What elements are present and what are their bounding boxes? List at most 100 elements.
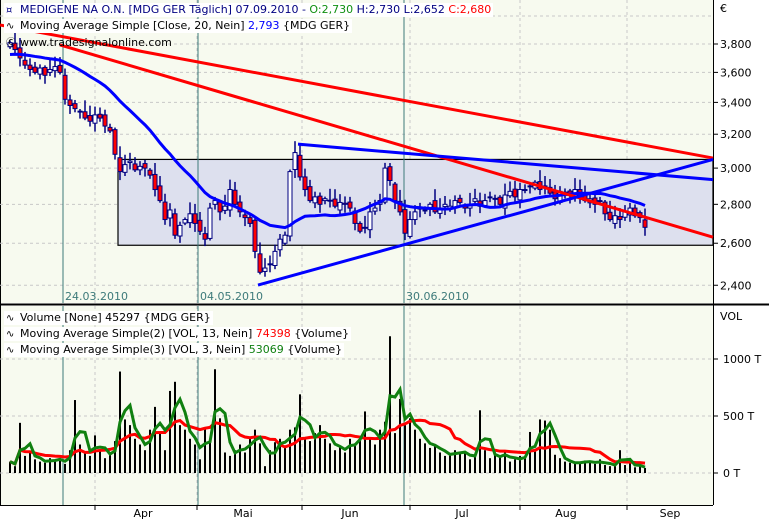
candle: [62, 68, 68, 105]
price-tick-label: 2,600: [720, 237, 752, 250]
candle-body: [172, 213, 178, 236]
candle: [272, 244, 278, 270]
candle-body: [62, 74, 68, 100]
price-tick-label: 3,400: [720, 96, 752, 109]
candle: [127, 152, 133, 170]
candle-body: [327, 199, 333, 202]
symbol-title: MEDIGENE NA O.N. [MDG GER Täglich]: [20, 3, 232, 16]
ma-value: 2,793: [248, 19, 280, 32]
candle: [47, 58, 53, 77]
candle-body: [612, 215, 618, 224]
candle: [82, 100, 88, 121]
candle-body: [177, 224, 183, 237]
candle: [7, 40, 13, 49]
candle: [192, 203, 198, 232]
candle-body: [297, 154, 303, 178]
candle-body: [97, 113, 103, 119]
candle: [102, 109, 108, 133]
candle-body: [132, 163, 138, 171]
candle: [257, 242, 263, 275]
candle: [97, 107, 103, 122]
volume-ma3-line: [9, 385, 646, 469]
candle-body: [397, 200, 403, 213]
candle-body: [642, 219, 648, 228]
ma-label: Moving Average Simple [Close, 20, Nein]: [20, 19, 245, 32]
candle: [162, 193, 168, 225]
candle: [457, 194, 463, 205]
candle-body: [412, 211, 418, 221]
volume-tick-label: 0 T: [723, 467, 740, 480]
candle-body: [287, 171, 293, 237]
candle: [337, 194, 343, 216]
candle-body: [147, 169, 153, 176]
candle-body: [77, 110, 83, 113]
candle: [282, 231, 288, 246]
candle: [277, 233, 283, 257]
candle-body: [457, 197, 463, 203]
candle: [177, 221, 183, 243]
copyright-icon: Ⓒ: [6, 38, 16, 49]
trendline-blue: [297, 142, 714, 182]
trendline-red: [59, 43, 714, 239]
candle-body: [382, 167, 388, 203]
candle: [197, 211, 203, 235]
candle-body: [387, 166, 393, 181]
candle: [142, 159, 148, 177]
candle-body: [222, 205, 228, 211]
candle-body: [367, 211, 373, 231]
date-marker-label: 24.03.2010: [65, 290, 128, 303]
candle-body: [307, 186, 313, 202]
candle-body: [217, 201, 223, 213]
candle-body: [422, 209, 428, 212]
candle-body: [72, 103, 78, 110]
month-label: Apr: [133, 507, 153, 520]
wave-icon: ∿: [6, 21, 15, 32]
candle-body: [527, 185, 533, 188]
candle: [87, 105, 93, 127]
candle: [372, 199, 378, 215]
vol-ma3-legend: ∿ Moving Average Simple(3) [VOL, 3, Nein]…: [4, 343, 345, 357]
candle: [112, 127, 118, 160]
candle: [182, 217, 188, 226]
candle: [72, 99, 78, 113]
candle-body: [497, 196, 503, 205]
wave-icon: ∿: [6, 329, 15, 340]
candle: [407, 211, 413, 239]
ma-suffix: {MDG GER}: [283, 19, 351, 32]
candle-body: [12, 42, 18, 51]
candle-body: [272, 250, 278, 267]
candle: [27, 58, 33, 77]
candle: [122, 154, 128, 177]
currency-label: €: [720, 2, 727, 15]
candle-body: [52, 66, 58, 72]
candle-body: [442, 203, 448, 208]
candle: [157, 176, 163, 203]
price-panel-bg: [0, 0, 713, 303]
candle: [152, 163, 158, 197]
ma-legend: ∿ Moving Average Simple [Close, 20, Nein]…: [4, 19, 353, 33]
candle-body: [392, 183, 398, 202]
price-tick-label: 3,600: [720, 66, 752, 79]
candle-body: [347, 201, 353, 209]
high-value: H:2,730: [356, 3, 401, 16]
candle-body: [492, 197, 498, 200]
candle-body: [152, 173, 158, 191]
low-value: L:2,652: [403, 3, 445, 16]
candle: [387, 163, 393, 186]
price-tick-label: 3,800: [720, 38, 752, 51]
candle-body: [207, 207, 213, 239]
date-marker-label: 04.05.2010: [200, 290, 263, 303]
candle: [322, 196, 328, 205]
close-value: C:2,680: [448, 3, 492, 16]
month-label: Sep: [660, 507, 681, 520]
candle-body: [502, 194, 508, 209]
month-label: Aug: [555, 507, 576, 520]
candle-icon: ¤: [6, 5, 13, 16]
month-label: Mai: [233, 507, 252, 520]
candle: [67, 94, 73, 114]
candle: [332, 189, 338, 209]
candle-body: [332, 198, 338, 207]
